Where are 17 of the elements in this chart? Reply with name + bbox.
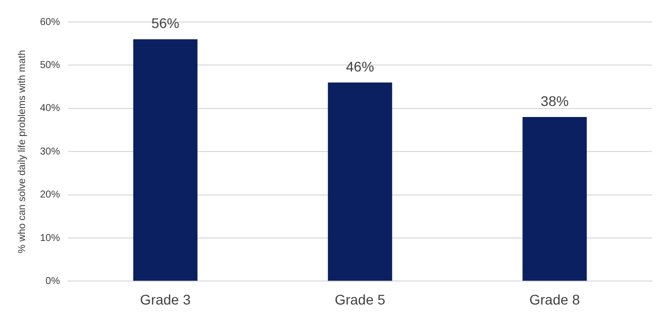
y-tick-label: 60% (40, 16, 60, 28)
y-axis-title: % who can solve daily life problems with math (16, 50, 28, 254)
y-tick-label: 0% (46, 276, 60, 287)
y-tick-label: 50% (40, 60, 60, 71)
bar (522, 117, 587, 281)
data-label: 46% (346, 58, 374, 74)
x-tick-label: Grade 3 (140, 291, 191, 308)
y-tick-label: 30% (40, 146, 60, 158)
y-tick-label: 20% (40, 190, 60, 201)
bar (133, 39, 198, 281)
data-label: 56% (151, 15, 180, 32)
data-label: 38% (540, 92, 569, 109)
y-tick-label: 10% (40, 232, 60, 244)
x-tick-label: Grade 8 (529, 291, 580, 308)
x-tick-label: Grade 5 (334, 291, 386, 308)
y-tick-label: 40% (40, 103, 60, 114)
bar (328, 82, 392, 281)
